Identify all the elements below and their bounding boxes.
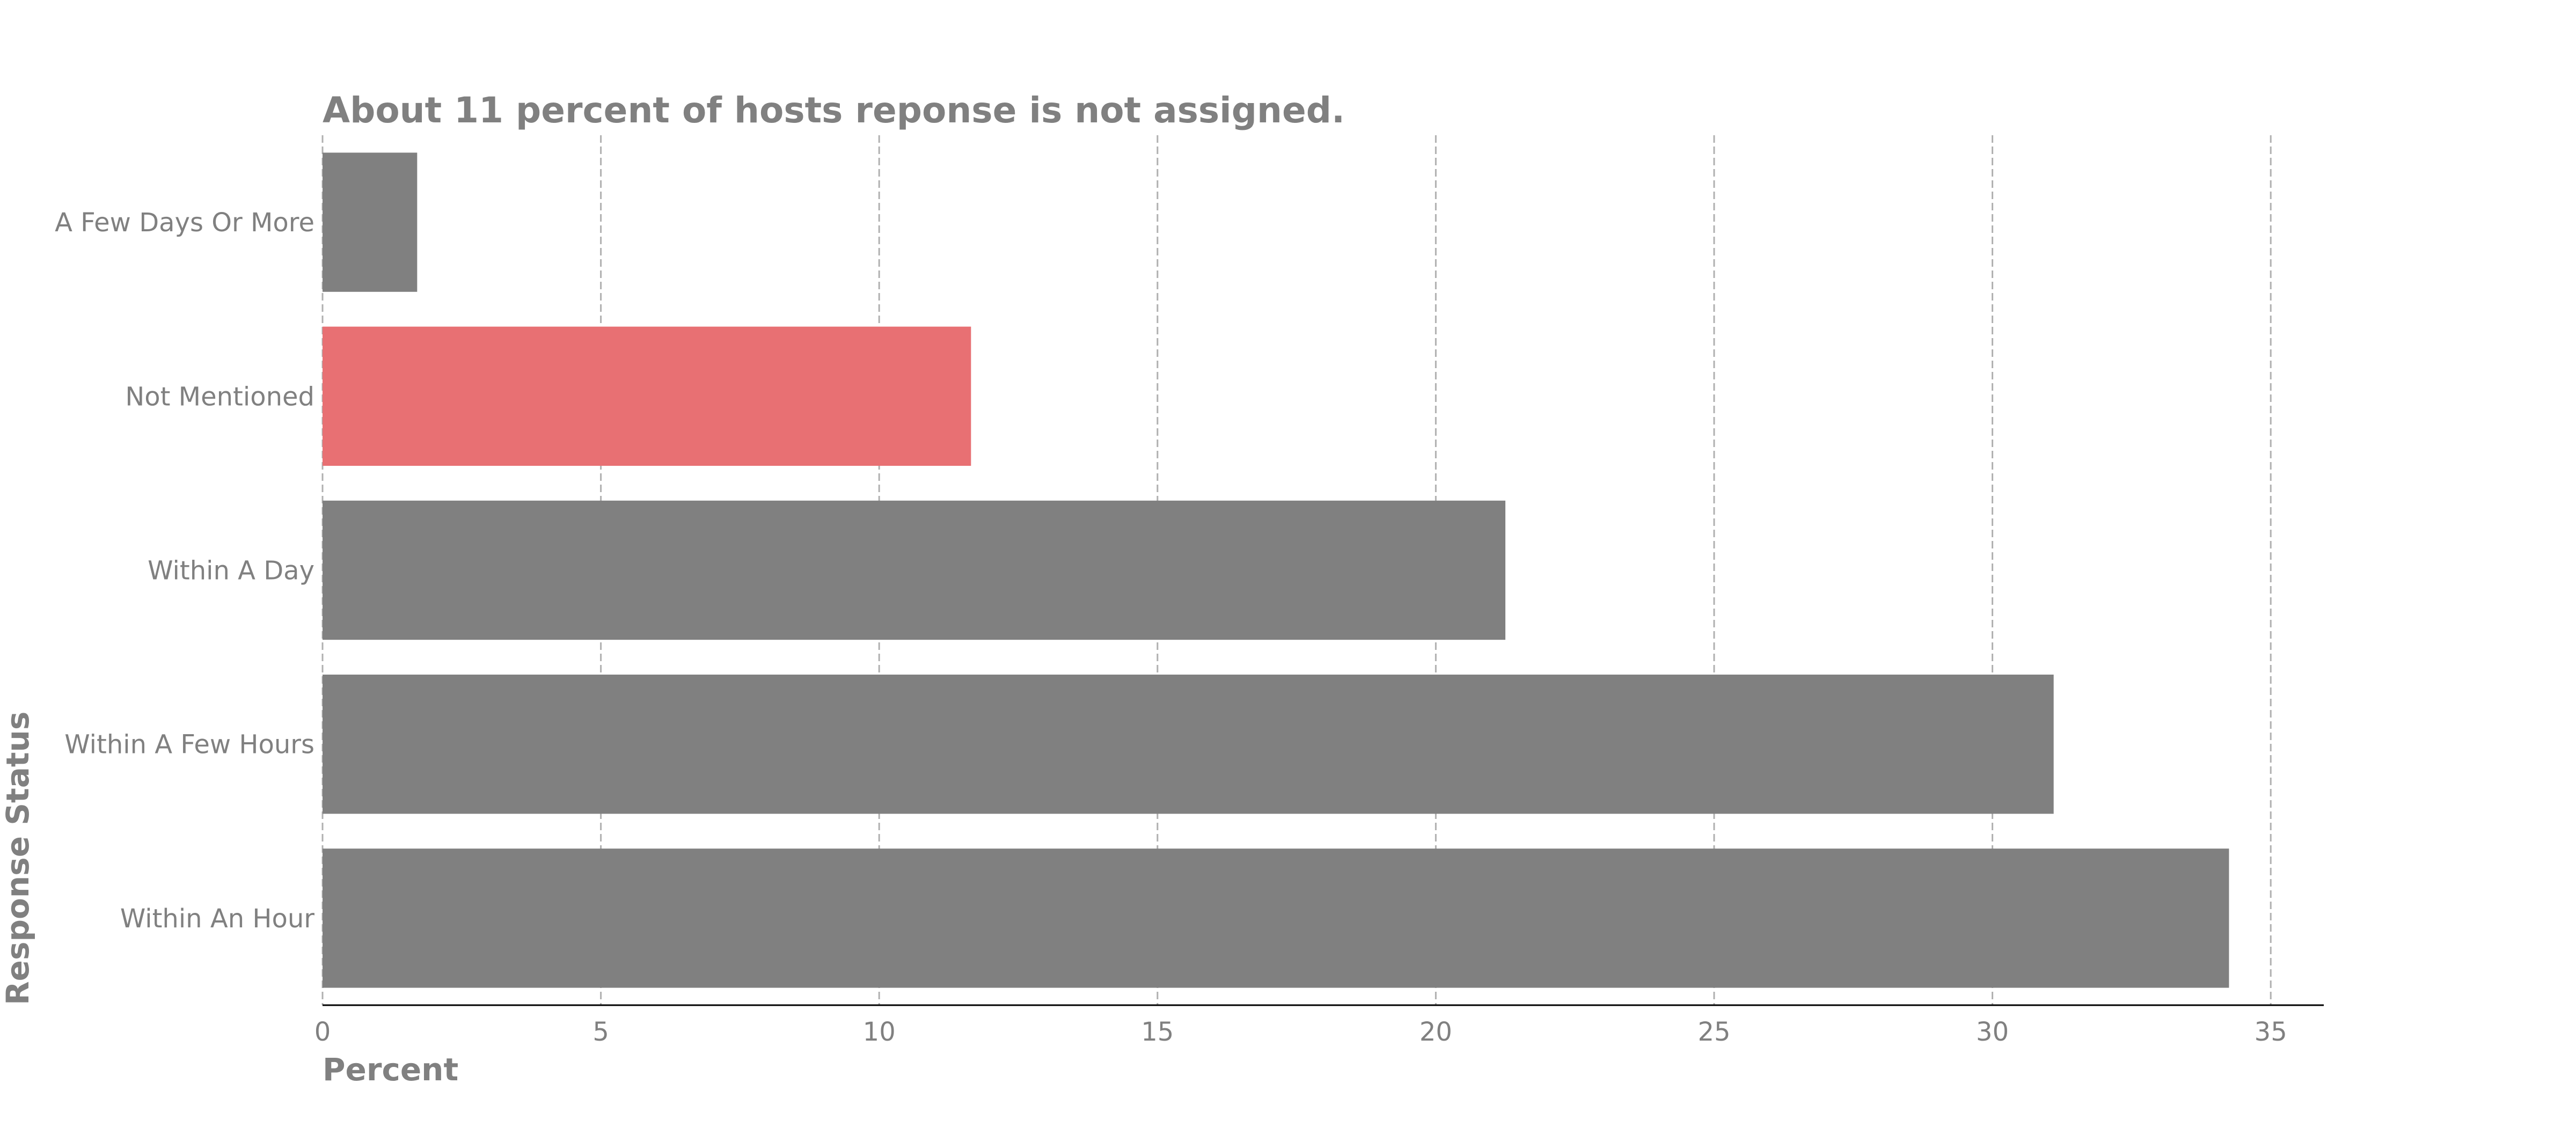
x-tick-label-0: 0 [314, 1017, 331, 1047]
x-tick-label-30: 30 [1976, 1017, 2009, 1047]
y-tick-labels: A Few Days Or More Not Mentioned Within A … [55, 208, 314, 934]
x-tick-label-20: 20 [1419, 1017, 1452, 1047]
bar-within-a-few-hours [323, 675, 2054, 814]
y-tick-label: Within A Few Hours [64, 730, 314, 760]
x-tick-label-10: 10 [863, 1017, 896, 1047]
x-tick-label-25: 25 [1697, 1017, 1730, 1047]
y-tick-label: Not Mentioned [125, 382, 314, 412]
x-axis-title: Percent [323, 1051, 458, 1088]
bar-a-few-days-or-more [323, 152, 418, 292]
y-tick-label: A Few Days Or More [55, 208, 314, 238]
bar-layer [323, 152, 2229, 988]
y-tick-label: Within An Hour [120, 904, 314, 934]
x-tick-label-15: 15 [1141, 1017, 1174, 1047]
bar-within-a-day [323, 500, 1506, 640]
x-tick-label-35: 35 [2255, 1017, 2287, 1047]
x-tick-label-5: 5 [592, 1017, 609, 1047]
bar-within-an-hour [323, 848, 2229, 988]
x-tick-labels: 0 5 10 15 20 25 30 35 [314, 1017, 2287, 1047]
bar-not-mentioned [323, 326, 971, 466]
chart-title: About 11 percent of hosts reponse is not… [323, 90, 1345, 131]
y-tick-label: Within A Day [148, 556, 314, 586]
y-axis-title: Response Status [0, 712, 36, 1005]
